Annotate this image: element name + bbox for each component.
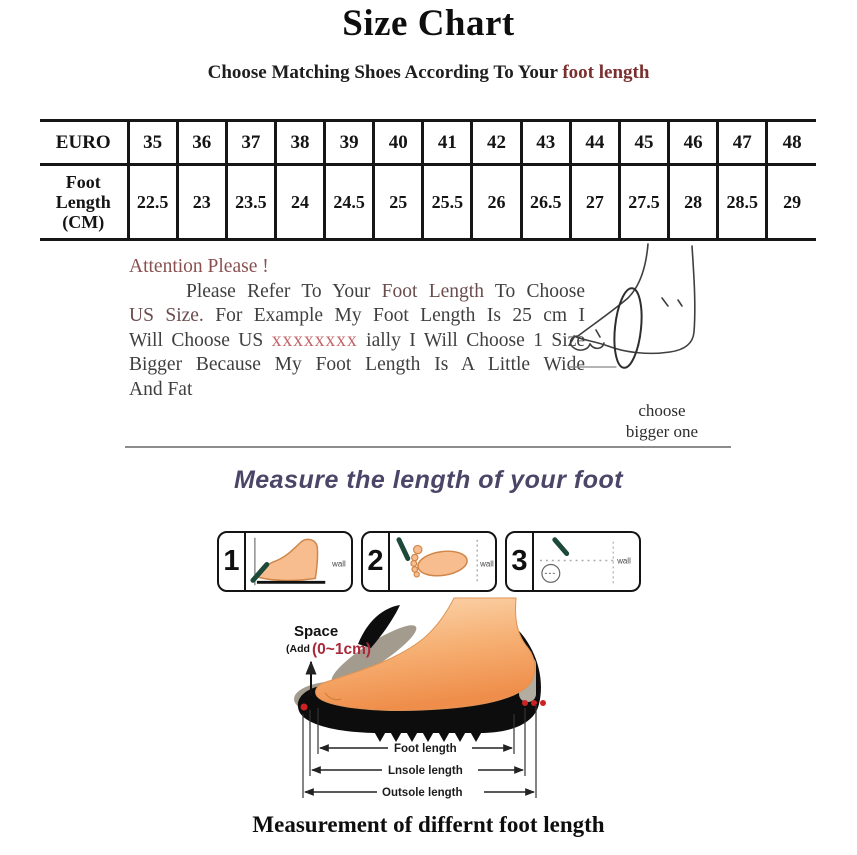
shoe-measurement-diagram: Space (Add (0~1cm) Foot length Lnsole le…	[286, 597, 546, 799]
measure-step-1: 1 wall	[217, 531, 353, 592]
foot-length-cell: 26.5	[519, 163, 572, 241]
choose-bigger-line1: choose	[638, 401, 686, 420]
space-add-range: (0~1cm)	[312, 641, 371, 658]
outsole-length-label: Outsole length	[382, 787, 463, 799]
bottom-caption: Measurement of differnt foot length	[252, 812, 605, 837]
euro-size-cell: 38	[273, 119, 327, 166]
subtitle-text: Choose Matching Shoes According To Your	[207, 62, 563, 83]
foot-length-cell: 22.5	[126, 163, 179, 241]
step-number: 1	[219, 533, 246, 590]
attention-text-highlight: US Size.	[129, 305, 204, 326]
foot-length-cell: 29	[765, 163, 816, 241]
foot-length-cell: 25.5	[421, 163, 474, 241]
step-2-illustration: wall	[396, 537, 494, 584]
wall-label: wall	[331, 559, 346, 568]
foot-length-cell: 24	[273, 163, 327, 241]
euro-size-cell: 44	[568, 119, 621, 166]
foot-length-cell: 25	[372, 163, 425, 241]
foot-length-cell: 28	[667, 163, 720, 241]
foot-length-cell: 24.5	[323, 163, 376, 241]
measure-section-heading: Measure the length of your foot	[233, 466, 624, 494]
section-divider	[125, 446, 731, 448]
attention-text: Will Choose US	[129, 329, 272, 351]
step-3-illustration: wall	[539, 537, 631, 584]
page-title: Size Chart	[342, 3, 515, 44]
step-number: 2	[363, 533, 390, 590]
measure-step-2: 2 wall	[361, 531, 497, 592]
wall-label: wall	[616, 556, 631, 565]
step-1-illustration: wall	[250, 537, 346, 586]
euro-size-cell: 48	[765, 119, 816, 166]
foot-length-cell: 28.5	[716, 163, 769, 241]
euro-size-cell: 40	[372, 119, 425, 166]
row-header-euro: EURO	[40, 119, 130, 166]
step-number: 3	[507, 533, 534, 590]
measure-steps: 1 wall 2 wall	[217, 531, 641, 592]
attention-heading: Attention Please !	[129, 256, 269, 277]
foot-length-cell: 27	[568, 163, 621, 241]
subtitle: Choose Matching Shoes According To Your …	[0, 62, 857, 84]
euro-size-cell: 36	[175, 119, 228, 166]
foot-length-label: Foot length	[394, 743, 457, 755]
foot-length-cell: 23	[175, 163, 228, 241]
measure-step-3: 3 wall	[505, 531, 641, 592]
euro-size-cell: 46	[667, 119, 720, 166]
attention-text: Please Refer To Your	[186, 280, 382, 302]
foot-shape	[315, 597, 536, 712]
attention-line: Bigger Because My Foot Length Is A Littl…	[129, 354, 585, 375]
space-label: Space	[294, 623, 338, 640]
attention-text: ially I Will Choose 1 Size	[357, 329, 585, 351]
attention-note: Attention Please ! Please Refer To Your …	[129, 255, 585, 402]
foot-sketch-illustration	[567, 243, 696, 369]
attention-line: Please Refer To Your Foot Length To Choo…	[129, 280, 585, 305]
size-table: EURO 35 36 37 38 39 40 41 42 43 44 45 46…	[40, 119, 816, 241]
euro-size-cell: 41	[421, 119, 474, 166]
attention-line: US Size. For Example My Foot Length Is 2…	[129, 304, 585, 329]
foot-length-cell: 26	[470, 163, 523, 241]
euro-size-cell: 45	[617, 119, 671, 166]
euro-size-cell: 43	[519, 119, 572, 166]
euro-size-cell: 42	[470, 119, 523, 166]
euro-size-cell: 35	[126, 119, 179, 166]
choose-bigger-line2: bigger one	[625, 422, 699, 441]
foot-length-cell: 23.5	[224, 163, 277, 241]
attention-line: And Fat	[129, 378, 193, 400]
attention-text-highlight: Foot Length	[381, 280, 484, 302]
insole-length-label: Lnsole length	[388, 765, 463, 777]
wall-label: wall	[479, 559, 494, 568]
space-add-prefix: (Add	[286, 643, 310, 655]
attention-line: Will Choose US xxxxxxxx ially I Will Cho…	[129, 329, 585, 354]
table-row-euro: EURO 35 36 37 38 39 40 41 42 43 44 45 46…	[40, 119, 816, 166]
row-header-foot-length: Foot Length (CM)	[40, 163, 130, 241]
euro-size-cell: 47	[716, 119, 769, 166]
subtitle-highlight: foot length	[562, 62, 650, 83]
choose-bigger-note: choose bigger one	[598, 400, 726, 442]
euro-size-cell: 37	[224, 119, 277, 166]
table-row-foot-length: Foot Length (CM) 22.5 23 23.5 24 24.5 25…	[40, 163, 816, 241]
euro-size-cell: 39	[323, 119, 376, 166]
attention-text: For Example My Foot Length Is 25 cm I	[203, 305, 586, 326]
attention-text: To Choose	[483, 280, 585, 302]
redacted-size-text: xxxxxxxx	[271, 329, 358, 351]
foot-length-cell: 27.5	[617, 163, 671, 241]
